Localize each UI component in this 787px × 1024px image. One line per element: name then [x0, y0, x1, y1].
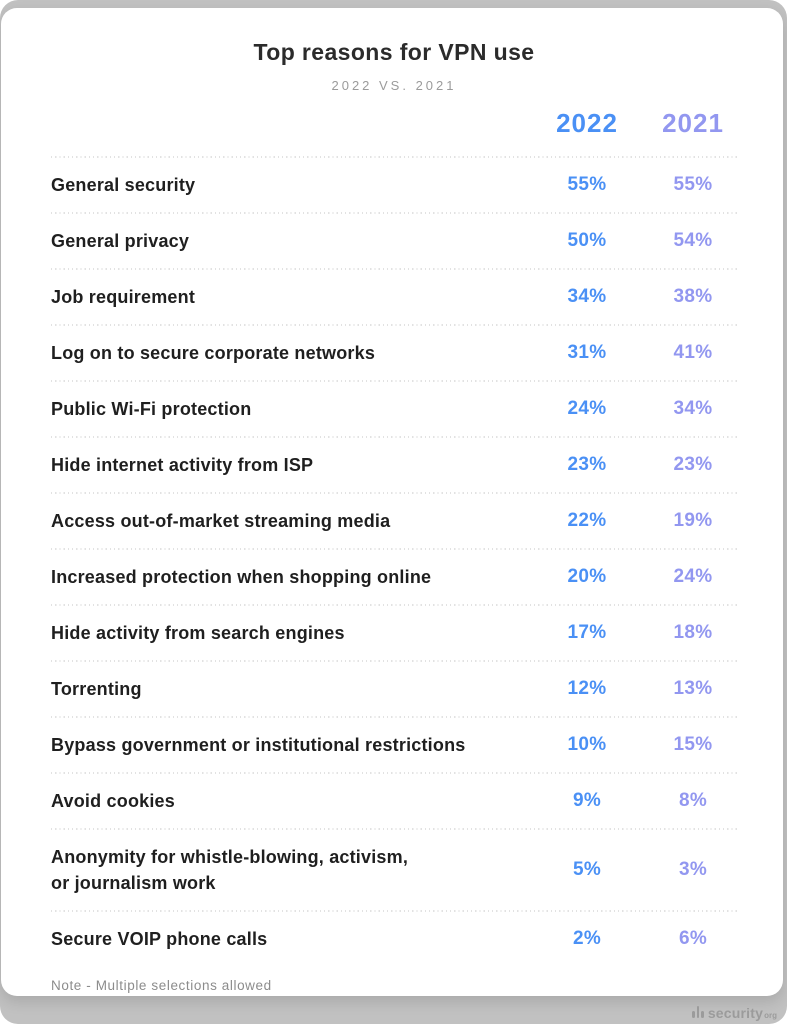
- table-row: General privacy 50% 54%: [51, 214, 737, 268]
- chart-subtitle: 2022 VS. 2021: [331, 78, 457, 93]
- column-header-2021: 2021: [662, 108, 724, 138]
- table-row: Increased protection when shopping onlin…: [51, 550, 737, 604]
- table-row: Hide activity from search engines 17% 18…: [51, 606, 737, 660]
- value-2021: 55%: [673, 174, 713, 195]
- footnote: Note - Multiple selections allowed: [51, 978, 272, 993]
- value-2022: 12%: [567, 678, 607, 699]
- row-label: Avoid cookies: [51, 791, 175, 811]
- value-2021: 41%: [673, 342, 713, 363]
- table-row: Bypass government or institutional restr…: [51, 718, 737, 772]
- row-divider: [51, 604, 737, 606]
- table-row: Public Wi-Fi protection 24% 34%: [51, 382, 737, 436]
- value-2021: 8%: [678, 790, 708, 811]
- value-2021: 23%: [673, 454, 713, 475]
- value-2021: 34%: [673, 398, 713, 419]
- row-label: Hide activity from search engines: [51, 623, 345, 643]
- row-divider: [51, 910, 737, 912]
- row-divider: [51, 324, 737, 326]
- brand-name: security: [707, 1005, 764, 1021]
- brand-tld: org: [764, 1011, 777, 1020]
- table-row: Hide internet activity from ISP 23% 23%: [51, 438, 737, 492]
- value-2021: 18%: [673, 622, 713, 643]
- row-label: Bypass government or institutional restr…: [51, 735, 466, 755]
- row-divider: [51, 660, 737, 662]
- infographic-card: Top reasons for VPN use 2022 VS. 2021 20…: [1, 8, 783, 996]
- data-table: General security 55% 55% General privacy…: [51, 158, 737, 966]
- table-row: Log on to secure corporate networks 31% …: [51, 326, 737, 380]
- value-2022: 10%: [567, 734, 607, 755]
- value-2021: 24%: [673, 566, 713, 587]
- table-row: Anonymity for whistle-blowing, activism,…: [51, 830, 737, 910]
- value-2022: 55%: [567, 174, 607, 195]
- row-divider: [51, 716, 737, 718]
- row-label: Log on to secure corporate networks: [51, 343, 376, 363]
- value-2022: 22%: [567, 510, 607, 531]
- value-2022: 31%: [567, 342, 607, 363]
- row-divider: [51, 548, 737, 550]
- value-2021: 19%: [673, 510, 713, 531]
- row-label: Torrenting: [51, 679, 142, 699]
- value-2022: 9%: [572, 790, 602, 811]
- row-label: Access out-of-market streaming media: [51, 511, 391, 531]
- value-2021: 13%: [673, 678, 713, 699]
- row-divider: [51, 772, 737, 774]
- value-2021: 3%: [678, 859, 708, 880]
- row-divider: [51, 828, 737, 830]
- value-2022: 24%: [567, 398, 607, 419]
- column-header-2022: 2022: [556, 108, 618, 138]
- value-2022: 5%: [572, 859, 602, 880]
- table-row: Secure VOIP phone calls 2% 6%: [51, 912, 737, 966]
- header-divider: [51, 156, 737, 158]
- value-2022: 50%: [567, 230, 607, 251]
- row-divider: [51, 436, 737, 438]
- row-label: Job requirement: [51, 287, 196, 307]
- row-label: Anonymity for whistle-blowing, activism,…: [51, 847, 409, 893]
- table-row: Torrenting 12% 13%: [51, 662, 737, 716]
- row-divider: [51, 268, 737, 270]
- value-2022: 2%: [572, 928, 602, 949]
- table-row: Avoid cookies 9% 8%: [51, 774, 737, 828]
- value-2021: 54%: [673, 230, 713, 251]
- value-2022: 23%: [567, 454, 607, 475]
- equalizer-bars-icon: [692, 1006, 704, 1018]
- value-2021: 6%: [678, 928, 708, 949]
- row-label: Hide internet activity from ISP: [51, 455, 314, 475]
- value-2021: 38%: [673, 286, 713, 307]
- row-divider: [51, 492, 737, 494]
- value-2021: 15%: [673, 734, 713, 755]
- row-label: Increased protection when shopping onlin…: [51, 567, 432, 587]
- value-2022: 17%: [567, 622, 607, 643]
- table-row: Job requirement 34% 38%: [51, 270, 737, 324]
- row-divider: [51, 380, 737, 382]
- brand-watermark: security org: [692, 1005, 777, 1021]
- row-label: General privacy: [51, 231, 190, 251]
- row-label: General security: [51, 175, 196, 195]
- row-label: Secure VOIP phone calls: [51, 929, 268, 949]
- table-row: General security 55% 55%: [51, 158, 737, 212]
- value-2022: 34%: [567, 286, 607, 307]
- table-row: Access out-of-market streaming media 22%…: [51, 494, 737, 548]
- column-headers: 2022 2021: [51, 108, 737, 138]
- row-label: Public Wi-Fi protection: [51, 399, 252, 419]
- row-divider: [51, 212, 737, 214]
- value-2022: 20%: [567, 566, 607, 587]
- chart-title: Top reasons for VPN use: [253, 39, 535, 65]
